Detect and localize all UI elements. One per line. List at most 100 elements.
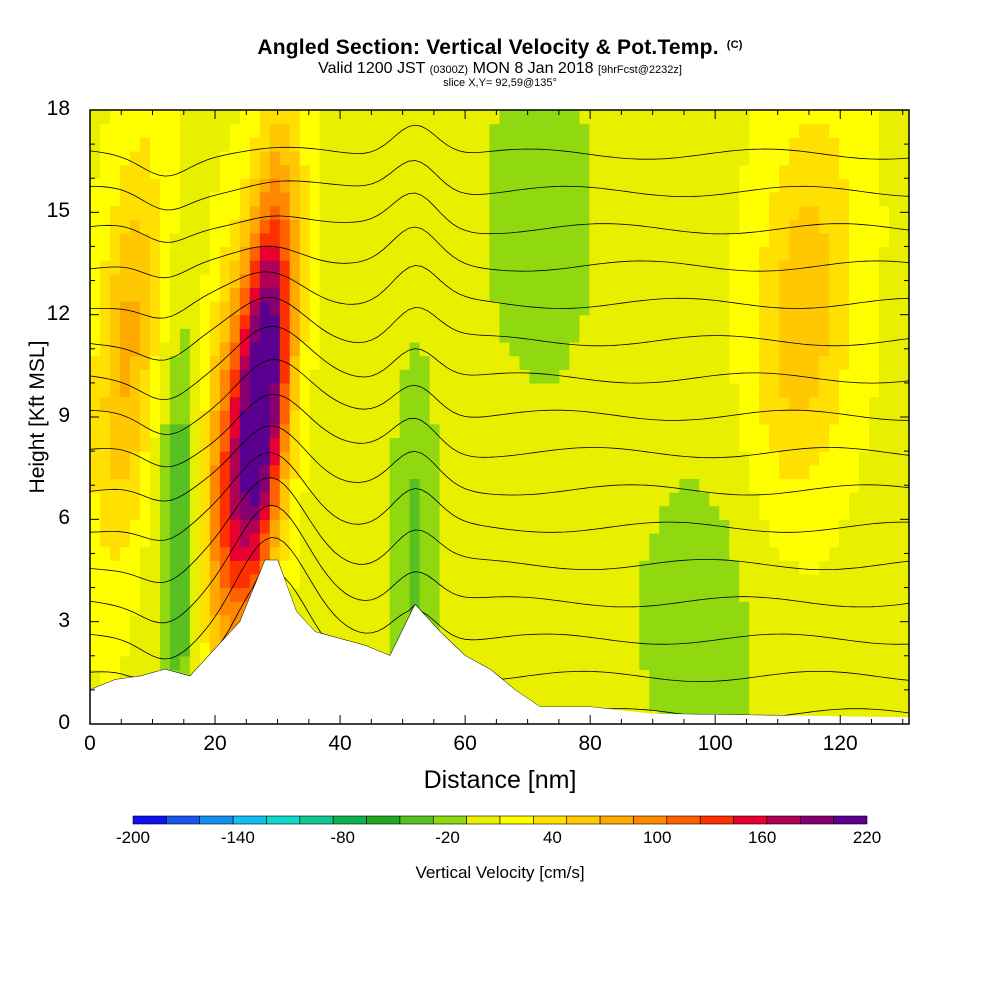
velocity-cell	[669, 341, 680, 357]
velocity-cell	[99, 232, 111, 248]
velocity-cell	[759, 260, 770, 275]
velocity-cell	[219, 437, 231, 452]
velocity-cell	[599, 396, 610, 411]
velocity-cell	[639, 273, 650, 288]
velocity-cell	[389, 164, 401, 179]
velocity-cell	[459, 260, 471, 275]
velocity-cell	[679, 532, 690, 548]
velocity-cell	[569, 137, 581, 152]
velocity-cell	[279, 492, 291, 507]
velocity-cell	[209, 205, 221, 220]
velocity-cell	[459, 369, 471, 384]
velocity-cell	[539, 314, 551, 329]
velocity-cell	[549, 601, 561, 616]
velocity-cell	[689, 642, 700, 657]
velocity-cell	[329, 519, 341, 534]
velocity-cell	[559, 396, 571, 411]
velocity-cell	[559, 573, 571, 589]
velocity-cell	[429, 478, 441, 493]
velocity-cell	[399, 614, 411, 630]
velocity-cell	[709, 396, 720, 411]
velocity-cell	[559, 137, 571, 152]
velocity-cell	[749, 178, 760, 193]
velocity-cell	[649, 546, 660, 561]
velocity-cell	[449, 219, 461, 234]
velocity-cell	[139, 423, 151, 439]
velocity-cell	[629, 464, 640, 479]
velocity-cell	[379, 451, 391, 466]
velocity-cell	[109, 137, 121, 152]
velocity-cell	[289, 355, 301, 370]
velocity-cell	[439, 423, 451, 439]
velocity-cell	[649, 696, 660, 711]
velocity-cell	[439, 410, 451, 425]
velocity-cell	[859, 696, 870, 711]
velocity-cell	[409, 301, 421, 316]
velocity-cell	[379, 110, 391, 125]
velocity-cell	[669, 587, 680, 602]
velocity-cell	[519, 328, 531, 343]
velocity-cell	[289, 110, 301, 125]
velocity-cell	[539, 123, 551, 138]
velocity-cell	[179, 410, 191, 425]
velocity-cell	[669, 123, 680, 138]
velocity-cell	[549, 137, 561, 152]
velocity-cell	[499, 287, 511, 302]
velocity-cell	[859, 246, 870, 261]
colorbar-swatch	[366, 815, 401, 825]
velocity-cell	[489, 396, 501, 411]
velocity-cell	[629, 423, 640, 439]
velocity-cell	[889, 396, 900, 411]
velocity-cell	[309, 205, 321, 220]
velocity-cell	[599, 137, 610, 152]
velocity-cell	[499, 410, 511, 425]
colorbar-tick-label: -140	[220, 828, 255, 847]
velocity-cell	[519, 123, 531, 138]
velocity-cell	[399, 287, 411, 302]
velocity-cell	[569, 573, 581, 589]
velocity-cell	[99, 382, 111, 398]
velocity-cell	[379, 532, 391, 548]
velocity-cell	[869, 123, 880, 138]
velocity-cell	[799, 423, 810, 439]
velocity-cell	[849, 273, 860, 288]
velocity-cell	[219, 410, 231, 425]
velocity-cell	[819, 301, 830, 316]
velocity-cell	[809, 246, 820, 261]
colorbar-swatch	[666, 815, 701, 825]
velocity-cell	[689, 410, 700, 425]
velocity-cell	[309, 396, 321, 411]
velocity-cell	[219, 150, 231, 166]
velocity-cell	[239, 191, 251, 207]
velocity-cell	[199, 560, 211, 575]
velocity-cell	[239, 505, 251, 520]
velocity-cell	[649, 614, 660, 630]
velocity-cell	[699, 178, 710, 193]
velocity-cell	[349, 314, 361, 329]
velocity-cell	[689, 164, 700, 179]
velocity-cell	[889, 532, 900, 548]
velocity-cell	[839, 396, 850, 411]
velocity-cell	[719, 410, 730, 425]
velocity-cell	[609, 260, 620, 275]
velocity-cell	[719, 287, 730, 302]
velocity-cell	[679, 246, 690, 261]
velocity-cell	[219, 301, 231, 316]
velocity-cell	[739, 150, 750, 166]
velocity-cell	[109, 519, 121, 534]
velocity-cell	[889, 614, 900, 630]
velocity-cell	[319, 573, 331, 589]
isentrope-line	[90, 124, 909, 177]
colorbar-swatch	[266, 815, 301, 825]
velocity-cell	[679, 628, 690, 643]
velocity-cell	[169, 219, 181, 234]
velocity-cell	[819, 628, 830, 643]
velocity-cell	[159, 505, 171, 520]
velocity-cell	[279, 464, 291, 479]
velocity-cell	[669, 205, 680, 220]
velocity-cell	[899, 669, 909, 684]
velocity-cell	[539, 205, 551, 220]
velocity-cell	[609, 164, 620, 179]
velocity-cell	[619, 123, 630, 138]
velocity-cell	[889, 355, 900, 370]
